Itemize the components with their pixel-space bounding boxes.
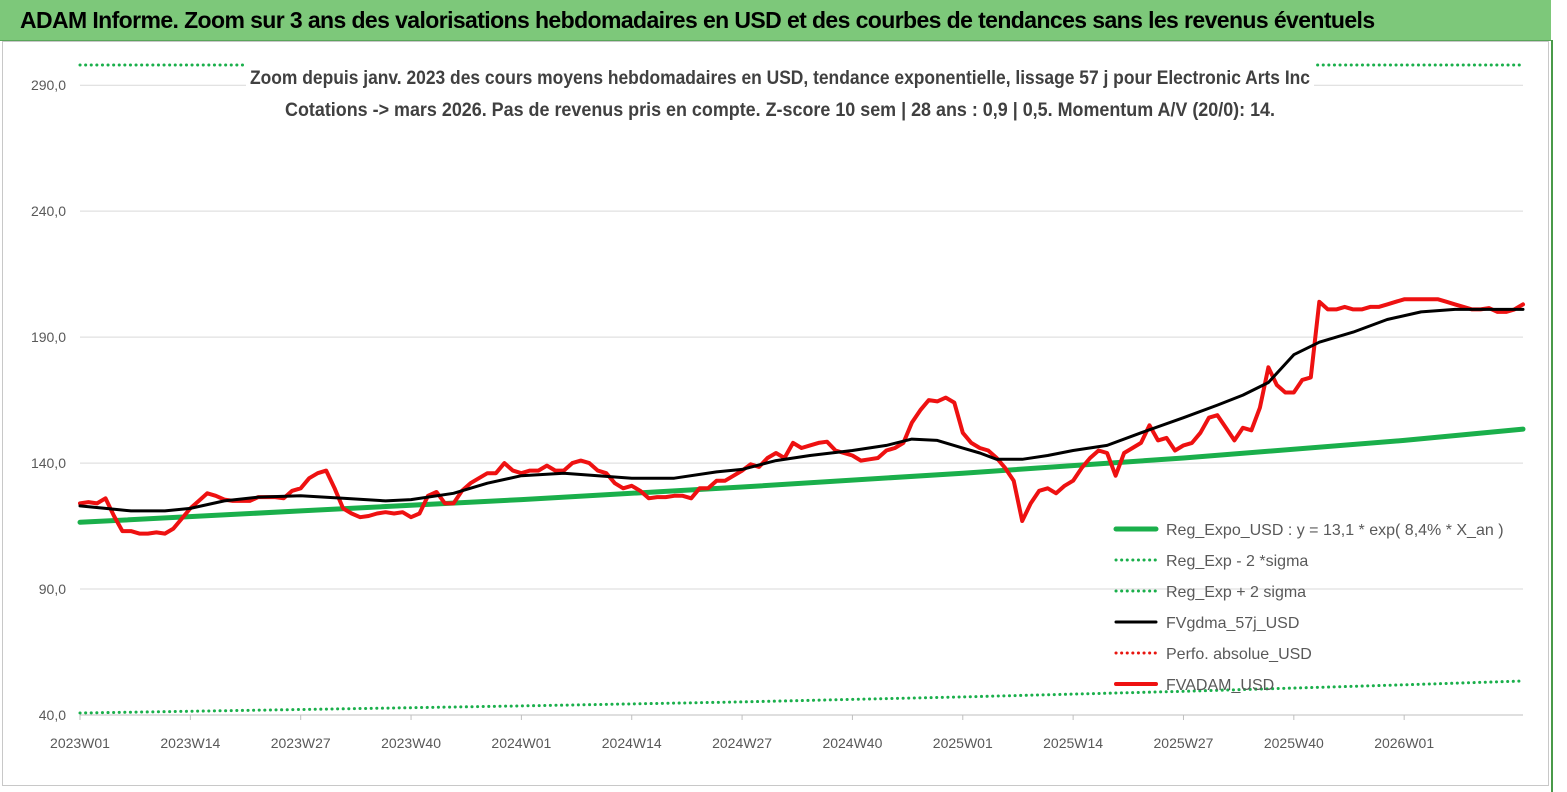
y-tick-label: 290,0 (31, 77, 66, 93)
x-tick-label: 2024W14 (602, 735, 662, 751)
series-line (78, 679, 1525, 715)
chart-titles: Zoom depuis janv. 2023 des cours moyens … (246, 60, 1314, 126)
x-tick-label: 2025W40 (1264, 735, 1324, 751)
chart-legend: Reg_Expo_USD : y = 13,1 * exp( 8,4% * X_… (1113, 522, 1504, 694)
title-backdrop (246, 60, 1314, 126)
series-layer (77, 63, 1526, 715)
x-tick-label: 2026W01 (1374, 735, 1434, 751)
x-tick-label: 2024W01 (491, 735, 551, 751)
legend-label: Reg_Exp + 2 sigma (1166, 584, 1306, 601)
x-tick-label: 2025W27 (1154, 735, 1214, 751)
report-title: ADAM Informe. Zoom sur 3 ans des valoris… (20, 7, 1375, 33)
series-line (78, 297, 1525, 536)
series-line (77, 426, 1526, 525)
x-tick-label: 2025W14 (1043, 735, 1103, 751)
legend-label: Perfo. absolue_USD (1166, 646, 1312, 663)
chart-frame (2, 41, 1549, 786)
chart-subtitle: Cotations -> mars 2026. Pas de revenus p… (285, 100, 1275, 121)
legend-label: FVADAM_USD (1166, 677, 1274, 694)
grid-lines (80, 84, 1523, 716)
x-tick-label: 2023W14 (160, 735, 220, 751)
y-axis: 40,0 90,0 140,0 190,0 240,0 290,0 (31, 77, 66, 723)
right-edge (1551, 0, 1567, 792)
legend-label: Reg_Expo_USD : y = 13,1 * exp( 8,4% * X_… (1166, 522, 1504, 539)
report-banner: ADAM Informe. Zoom sur 3 ans des valoris… (0, 0, 1551, 41)
y-tick-label: 240,0 (31, 203, 66, 219)
y-tick-label: 40,0 (39, 707, 66, 723)
legend-label: FVgdma_57j_USD (1166, 615, 1299, 632)
x-tick-label: 2024W27 (712, 735, 772, 751)
x-tick-label: 2025W01 (933, 735, 993, 751)
chart-title: Zoom depuis janv. 2023 des cours moyens … (250, 68, 1310, 89)
x-tick-label: 2023W40 (381, 735, 441, 751)
x-tick-label: 2024W40 (822, 735, 882, 751)
y-tick-label: 190,0 (31, 329, 66, 345)
y-tick-label: 140,0 (31, 455, 66, 471)
legend-label: Reg_Exp - 2 *sigma (1166, 553, 1308, 570)
y-tick-label: 90,0 (39, 581, 66, 597)
series-line (78, 307, 1525, 513)
x-tick-label: 2023W27 (271, 735, 331, 751)
x-axis: 2023W01 2023W14 2023W27 2023W40 2024W01 2024W… (50, 714, 1523, 751)
x-tick-label: 2023W01 (50, 735, 110, 751)
